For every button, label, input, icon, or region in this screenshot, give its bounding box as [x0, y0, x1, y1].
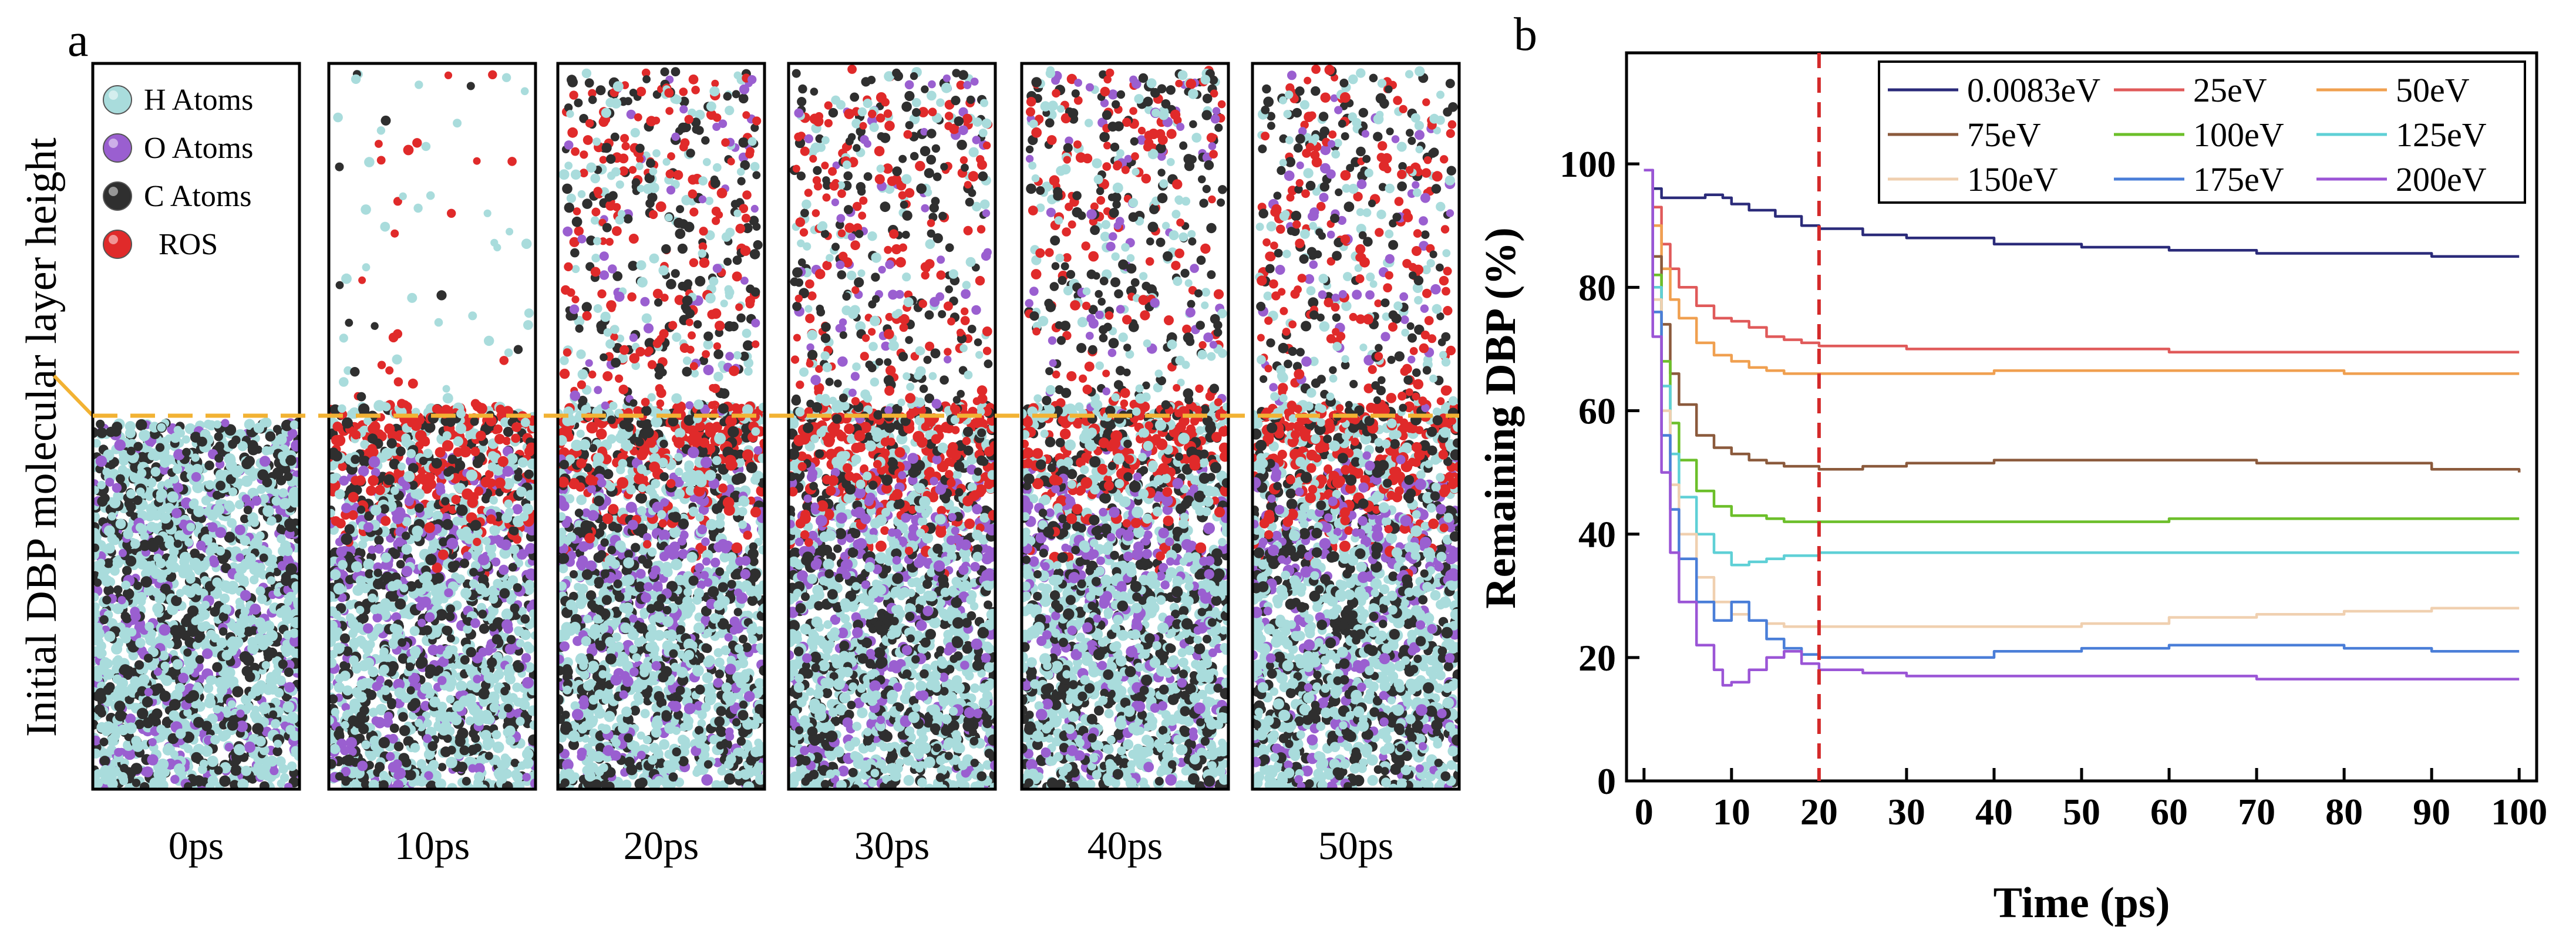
y-axis-label: Remaining DBP (%)	[1477, 227, 1525, 609]
y-tick-label: 80	[1578, 267, 1616, 308]
x-tick-label: 60	[2150, 791, 2188, 833]
x-tick-label: 80	[2325, 791, 2363, 833]
frame-time-label: 40ps	[1087, 823, 1163, 868]
swatch-highlight	[109, 139, 118, 148]
legend-entry: 0.0083eV	[1888, 71, 2100, 109]
legend-item: O Atoms	[103, 132, 253, 165]
height-pointer-line	[52, 374, 95, 417]
legend-entry-label: 150eV	[1967, 160, 2058, 198]
legend-swatch	[103, 133, 132, 163]
legend-entry-label: 50eV	[2396, 71, 2470, 109]
y-tick-label: 40	[1578, 514, 1616, 555]
frame-border	[556, 62, 766, 791]
panel-a-label: a	[68, 15, 89, 66]
legend-entry: 150eV	[1888, 160, 2058, 198]
legend-entry: 175eV	[2114, 160, 2284, 198]
legend-entry: 200eV	[2316, 160, 2487, 198]
swatch-highlight	[109, 235, 118, 244]
x-tick-label: 20	[1800, 791, 1838, 833]
legend-swatch	[103, 85, 132, 114]
panel-a: a Initial DBP molecular layer height 0ps…	[18, 15, 1461, 868]
md-frame: 40ps	[1020, 62, 1230, 868]
atom-cloud	[1252, 65, 1459, 789]
x-tick-label: 50	[2063, 791, 2100, 833]
frame-border	[327, 62, 537, 791]
atom-cloud	[93, 417, 299, 789]
md-frame: 20ps	[556, 62, 766, 868]
swatch-highlight	[109, 187, 118, 196]
y-tick-label: 100	[1560, 143, 1616, 185]
legend-swatch	[103, 230, 132, 259]
legend-entry: 125eV	[2316, 116, 2487, 154]
legend-item: ROS	[103, 228, 218, 261]
chart-axes: 0 10 20 30 40 50 60 70 80 90 100 0 20 40 60 80 100	[1560, 143, 2547, 833]
x-tick-label: 70	[2238, 791, 2275, 833]
y-tick-label: 60	[1578, 390, 1616, 432]
series-line	[1644, 169, 2520, 375]
x-axis-label: Time (ps)	[1994, 879, 2170, 927]
atom-legend: H Atoms O Atoms C Atoms ROS	[103, 83, 253, 261]
series-line	[1644, 169, 2520, 258]
y-tick-label: 20	[1578, 637, 1616, 679]
panel-a-ylabel: Initial DBP molecular layer height	[18, 137, 66, 737]
legend-entry: 50eV	[2316, 71, 2470, 109]
chart-legend: 0.0083eV 25eV 50eV 75eV 100eV 125eV 150eV 175eV…	[1878, 60, 2526, 204]
md-frame: 0ps	[91, 62, 301, 868]
panel-b-label: b	[1514, 9, 1537, 60]
series-line	[1644, 169, 2520, 687]
legend-entry-label: 100eV	[2193, 116, 2284, 154]
frame-border	[91, 62, 301, 791]
md-frame: 10ps	[327, 62, 537, 868]
legend-label: H Atoms	[144, 83, 253, 117]
legend-item: C Atoms	[103, 180, 252, 213]
series-line	[1644, 169, 2520, 567]
atom-cloud	[1022, 66, 1228, 789]
legend-box	[1878, 60, 2526, 204]
legend-entry-label: 0.0083eV	[1967, 71, 2100, 109]
chart-series	[1644, 169, 2521, 687]
legend-entry: 100eV	[2114, 116, 2284, 154]
y-tick-label: 0	[1597, 760, 1616, 802]
frame-border	[1020, 62, 1230, 791]
legend-label: ROS	[159, 228, 218, 261]
x-tick-label: 90	[2413, 791, 2450, 833]
panel-b-chart: b 0 10 20 30 40 50 60 70 80 90 100 0 20 40 60 80 100 0.0…	[1477, 9, 2547, 927]
atom-cloud	[789, 65, 995, 789]
legend-entry-label: 125eV	[2396, 116, 2487, 154]
md-frames: 0ps 10ps 20ps 30ps 40ps 50ps	[91, 62, 1461, 868]
x-tick-label: 30	[1888, 791, 1925, 833]
legend-entry: 75eV	[1888, 116, 2041, 154]
frame-time-label: 20ps	[624, 823, 699, 868]
md-frame: 30ps	[787, 62, 997, 868]
legend-label: C Atoms	[144, 180, 252, 213]
frame-time-label: 10ps	[395, 823, 470, 868]
legend-label: O Atoms	[144, 132, 253, 165]
frame-border	[787, 62, 997, 791]
x-tick-label: 100	[2491, 791, 2547, 833]
legend-entry-label: 75eV	[1967, 116, 2041, 154]
series-line	[1644, 169, 2521, 473]
series-line	[1644, 169, 2520, 659]
legend-item: H Atoms	[103, 83, 253, 117]
series-line	[1644, 169, 2520, 353]
series-line	[1644, 169, 2520, 523]
legend-entry-label: 200eV	[2396, 160, 2487, 198]
legend-swatch	[103, 181, 132, 211]
legend-entry-label: 25eV	[2193, 71, 2267, 109]
legend-entry-label: 175eV	[2193, 160, 2284, 198]
x-tick-label: 40	[1975, 791, 2013, 833]
frame-time-label: 30ps	[854, 823, 930, 868]
x-tick-label: 10	[1713, 791, 1750, 833]
frame-border	[1251, 62, 1461, 791]
swatch-highlight	[109, 90, 118, 100]
frame-time-label: 0ps	[169, 823, 224, 868]
atom-cloud	[558, 67, 765, 789]
legend-entry: 25eV	[2114, 71, 2267, 109]
frame-time-label: 50ps	[1318, 823, 1393, 868]
x-tick-label: 0	[1635, 791, 1654, 833]
md-frame: 50ps	[1251, 62, 1461, 868]
